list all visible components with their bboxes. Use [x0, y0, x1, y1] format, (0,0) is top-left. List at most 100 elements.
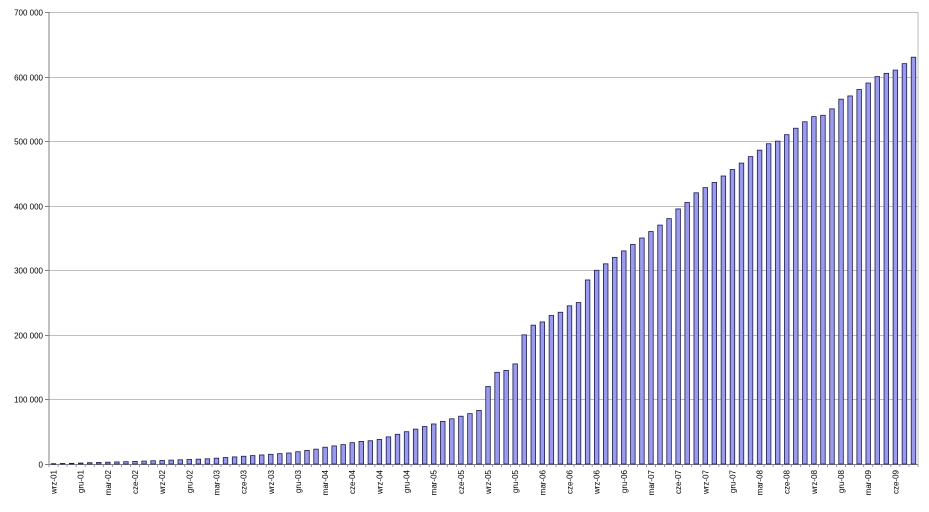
bar-lut-05 — [421, 426, 428, 465]
x-tick-label: wrz-07 — [701, 469, 710, 495]
bar-gru-06 — [621, 250, 627, 465]
y-tick-label: 0 — [39, 461, 44, 470]
bars — [50, 56, 917, 465]
bar-lis-02 — [177, 459, 183, 465]
bar-lip-07 — [684, 202, 690, 465]
bar-sty-06 — [521, 334, 527, 465]
bar-maj-09 — [883, 72, 889, 465]
bar-sie-03 — [259, 454, 265, 465]
bar-sty-04 — [304, 450, 310, 465]
bar-lut-02 — [96, 462, 102, 465]
bar-maj-02 — [123, 461, 129, 465]
bar-mar-03 — [213, 457, 220, 465]
x-tick-label: mar-03 — [212, 469, 221, 495]
bar-lis-06 — [612, 256, 618, 465]
x-tick-label: gru-08 — [837, 469, 846, 493]
x-tick-label: wrz-05 — [484, 469, 493, 495]
bar-wrz-02 — [159, 460, 165, 465]
x-tick-label: gru-02 — [185, 469, 194, 493]
bar-cze-09 — [892, 69, 899, 465]
bar-sty-05 — [412, 428, 419, 465]
bar-gru-08 — [838, 98, 844, 465]
bar-sty-09 — [847, 95, 853, 465]
bar-paź-08 — [820, 114, 826, 465]
bar-mar-06 — [539, 321, 546, 465]
x-tick-label: mar-06 — [538, 469, 547, 495]
bar-wrz-04 — [376, 439, 383, 465]
bar-gru-03 — [295, 451, 301, 465]
y-tick-label: 200 000 — [14, 332, 43, 341]
x-tick-label: cze-03 — [240, 469, 249, 494]
x-tick-label: mar-04 — [321, 469, 330, 495]
bar-maj-06 — [557, 311, 564, 465]
y-tick-label: 300 000 — [14, 267, 43, 276]
bar-lut-08 — [747, 156, 754, 465]
x-tick-label: cze-05 — [457, 469, 466, 494]
bar-lip-06 — [575, 302, 582, 465]
x-tick-label: wrz-01 — [50, 469, 59, 495]
bar-gru-02 — [186, 459, 192, 465]
bar-kwi-02 — [114, 461, 120, 465]
bar-mar-05 — [431, 423, 437, 465]
bar-maj-04 — [340, 444, 346, 465]
bar-sie-09 — [910, 56, 917, 465]
bar-wrz-08 — [811, 116, 817, 465]
bar-gru-01 — [78, 462, 84, 465]
x-tick-label: mar-02 — [104, 469, 113, 495]
x-tick-label: wrz-04 — [375, 469, 384, 495]
bar-maj-03 — [231, 456, 238, 465]
bar-lut-04 — [313, 448, 319, 465]
bar-wrz-03 — [268, 453, 274, 465]
bar-wrz-05 — [485, 386, 491, 465]
bar-mar-02 — [105, 461, 111, 465]
x-tick-label: gru-01 — [77, 469, 86, 493]
bar-mar-04 — [322, 446, 328, 465]
y-tick-label: 700 000 — [14, 9, 43, 18]
bar-lis-07 — [720, 175, 727, 465]
bar-lut-03 — [204, 458, 211, 465]
x-tick-label: cze-02 — [131, 469, 140, 494]
bar-sie-08 — [802, 121, 808, 465]
bar-lip-04 — [358, 440, 364, 465]
bar-mar-07 — [648, 231, 654, 465]
bar-lip-09 — [901, 63, 908, 465]
bar-lip-05 — [467, 413, 473, 465]
bar-lis-03 — [286, 452, 292, 465]
bar-lip-08 — [793, 127, 799, 465]
bar-sty-03 — [195, 458, 202, 465]
x-tick-label: cze-04 — [348, 469, 357, 494]
bar-mar-09 — [865, 82, 871, 465]
bar-lis-04 — [394, 433, 401, 465]
bar-paź-04 — [385, 436, 392, 465]
bar-lis-05 — [503, 369, 509, 465]
y-tick-label: 600 000 — [14, 74, 43, 83]
axes — [45, 12, 919, 467]
bar-kwi-08 — [765, 143, 772, 465]
bar-kwi-04 — [331, 445, 337, 465]
bar-sty-07 — [630, 244, 636, 465]
bar-lut-06 — [530, 324, 536, 465]
x-tick-label: cze-08 — [783, 469, 792, 494]
bar-mar-08 — [756, 149, 763, 465]
bar-lis-01 — [68, 462, 75, 465]
x-tick-label: gru-07 — [728, 469, 737, 493]
x-tick-label: mar-09 — [864, 469, 873, 495]
bar-paź-01 — [59, 463, 66, 465]
x-tick-label: wrz-08 — [810, 469, 819, 495]
x-tick-labels: wrz-01 gru-01 mar-02 cze-02 wrz-02 gru-02 mar-… — [50, 469, 901, 495]
bar-paź-03 — [277, 453, 283, 465]
bar-sie-05 — [476, 410, 482, 465]
bar-lut-09 — [856, 89, 862, 465]
bar-wrz-01 — [50, 463, 57, 465]
gridlines — [49, 12, 918, 400]
y-tick-label: 400 000 — [14, 203, 43, 212]
bar-sie-04 — [367, 440, 374, 465]
bar-maj-07 — [666, 218, 672, 465]
bar-lis-08 — [829, 108, 835, 465]
bar-sie-06 — [584, 279, 591, 465]
bar-maj-05 — [449, 418, 455, 465]
bar-paź-06 — [603, 263, 609, 465]
bar-wrz-06 — [593, 269, 600, 465]
bar-lip-02 — [141, 460, 147, 465]
bar-kwi-09 — [874, 76, 880, 465]
